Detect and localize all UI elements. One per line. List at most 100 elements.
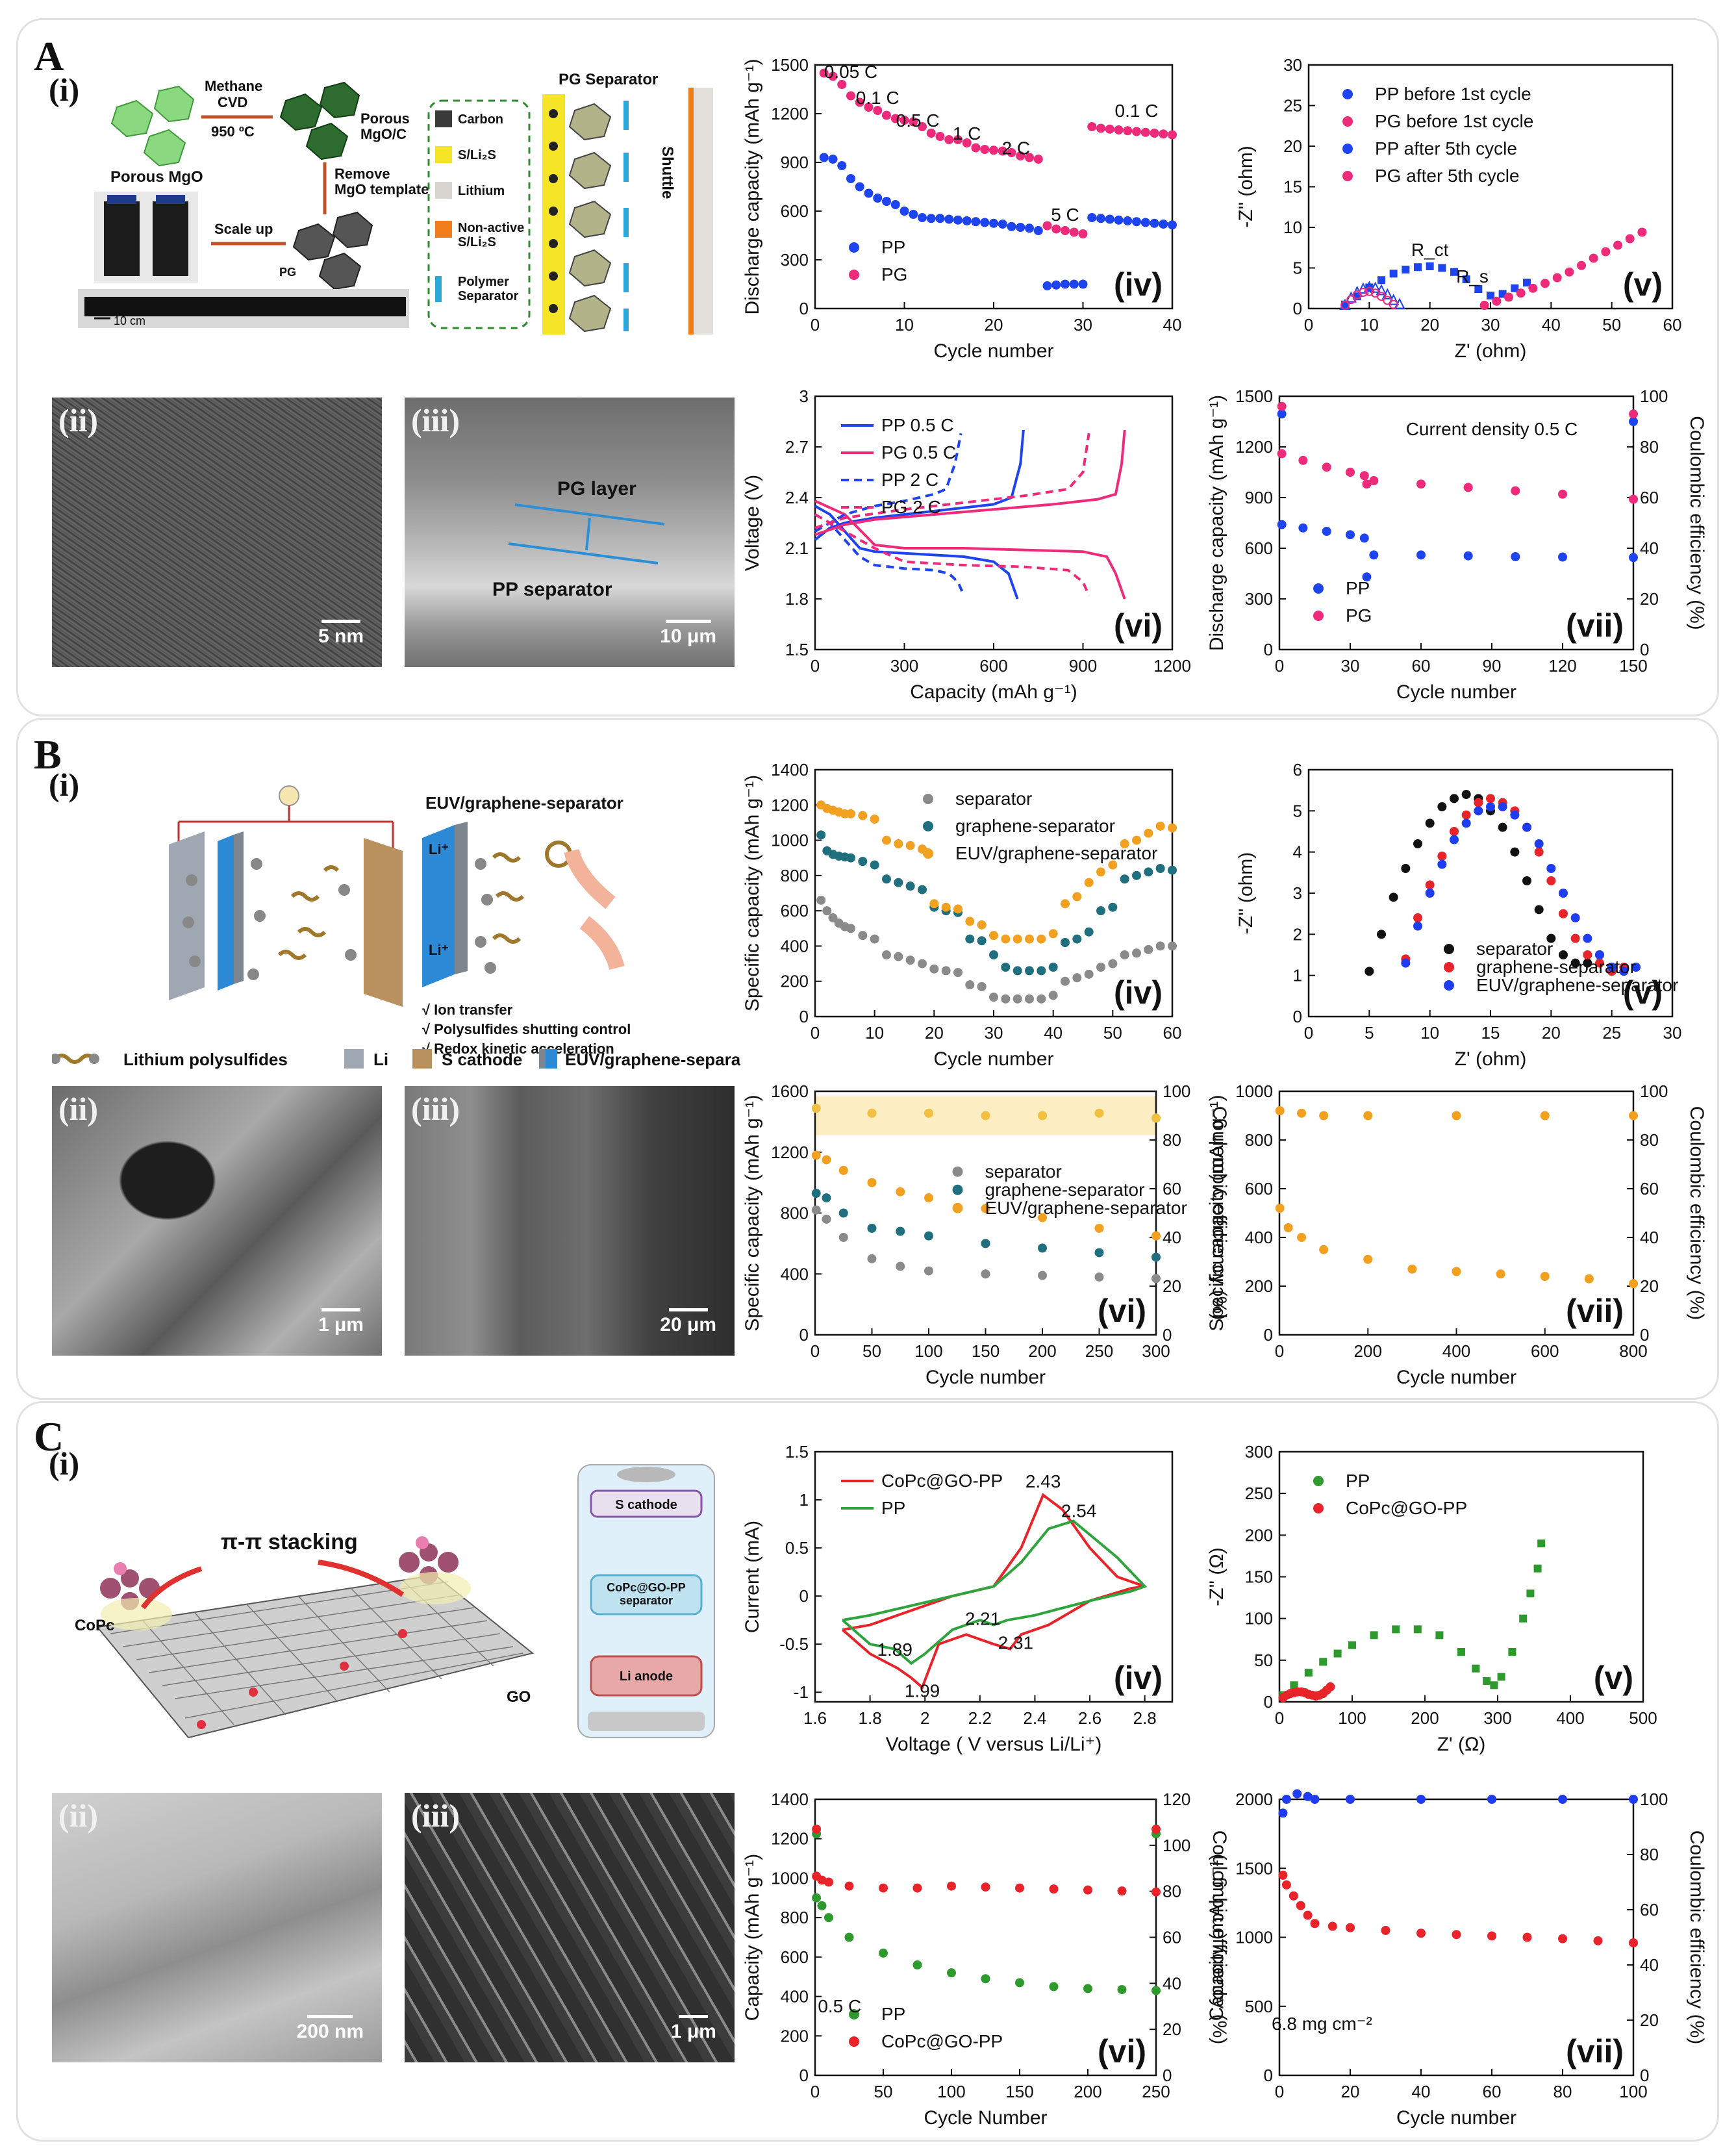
legend-label: PG after 5th cycle	[1375, 166, 1520, 186]
data-point	[926, 214, 936, 223]
data-point	[1629, 1279, 1638, 1289]
legend-s-cathode: S cathode	[442, 1050, 522, 1069]
y-tick-label: 800	[1245, 1130, 1273, 1150]
x-tick-label: 20	[1341, 2082, 1360, 2101]
data-point	[1096, 214, 1105, 223]
li-anode-label: Li anode	[620, 1669, 673, 1684]
legend-swatch	[1444, 944, 1454, 954]
data-point	[1570, 913, 1580, 922]
data-point	[1483, 1677, 1491, 1685]
data-point	[1061, 976, 1070, 986]
y-tick-label: 600	[781, 901, 809, 920]
data-point	[1001, 934, 1011, 944]
data-point	[1025, 223, 1034, 233]
y2-axis-title: Coulombic efficiency (%)	[1686, 1106, 1707, 1321]
data-point	[947, 1968, 956, 1978]
data-point	[1168, 941, 1177, 951]
data-point	[846, 174, 855, 183]
panel-label: (iv)	[1114, 266, 1163, 303]
data-point	[896, 1261, 905, 1271]
y2-tick-label: 80	[1640, 1845, 1659, 1864]
data-point	[1025, 934, 1034, 944]
y-tick-label: 600	[1245, 1179, 1273, 1198]
shuttle-label: Shuttle	[659, 146, 676, 199]
y2-tick-label: 100	[1163, 1082, 1190, 1101]
data-point	[1435, 1631, 1444, 1639]
data-point	[1025, 966, 1034, 976]
x-axis-title: Cycle number	[933, 340, 1053, 362]
data-point	[1278, 1870, 1288, 1880]
y2-axis-title: Coulombic efficiency (%)	[1686, 416, 1707, 630]
data-point	[935, 214, 945, 223]
series-line	[814, 429, 1126, 537]
data-point	[1346, 468, 1355, 477]
y-axis-title: -Z'' (ohm)	[1235, 852, 1257, 934]
data-point	[1416, 550, 1426, 560]
data-point	[1275, 1106, 1285, 1115]
data-point	[1474, 798, 1483, 807]
y-tick-label: 2.7	[785, 437, 809, 457]
data-point	[1546, 933, 1556, 943]
y2-tick-label: 120	[1163, 1790, 1190, 1809]
data-point	[1007, 148, 1016, 157]
x-tick-label: 300	[1142, 1341, 1170, 1361]
data-point	[918, 885, 927, 894]
data-point	[1319, 1111, 1329, 1120]
data-point	[1570, 958, 1580, 968]
x-tick-label: 600	[1531, 1341, 1559, 1361]
data-point	[811, 1189, 821, 1198]
sem-image-b-iii: (iii) 20 μm	[405, 1086, 735, 1356]
data-point	[846, 924, 855, 933]
data-point	[1593, 1936, 1603, 1945]
data-point	[965, 980, 975, 990]
x-tick-label: 20	[925, 1023, 944, 1043]
data-point	[1452, 1930, 1461, 1940]
data-point	[941, 966, 951, 976]
data-point	[1016, 223, 1025, 232]
data-point	[1042, 221, 1052, 231]
data-point	[1304, 1669, 1313, 1677]
x-tick-label: 15	[1481, 1023, 1500, 1043]
series-line	[814, 505, 1019, 600]
legend-swatch	[1313, 611, 1324, 621]
x-tick-label: 50	[1103, 1023, 1122, 1043]
panel-label: (i)	[49, 1445, 79, 1482]
legend-label: PP	[881, 237, 905, 257]
data-point	[812, 1825, 822, 1834]
data-point	[909, 117, 918, 127]
x-tick-label: 2.6	[1078, 1708, 1101, 1728]
x-tick-label: 0	[1304, 1023, 1313, 1043]
x-tick-label: 0	[1304, 315, 1313, 335]
data-point	[1151, 1986, 1161, 1995]
legend-swatch	[923, 848, 933, 859]
data-point	[1296, 1901, 1305, 1910]
data-point	[1370, 1631, 1378, 1639]
data-point	[1114, 215, 1124, 225]
data-point	[822, 1193, 831, 1203]
annotation: 0.1 C	[856, 88, 899, 108]
y-tick-label: 0	[1264, 2066, 1273, 2085]
data-point	[1033, 226, 1043, 235]
data-point	[1069, 279, 1079, 289]
legend-nonactive: Non-active S/Li₂S	[458, 221, 524, 249]
data-point	[1290, 1681, 1298, 1690]
annotation: R_s	[1456, 266, 1489, 286]
data-point	[1362, 572, 1372, 582]
y2-tick-label: 0	[1640, 2066, 1649, 2085]
y-tick-label: 1500	[771, 55, 809, 75]
data-point	[1511, 552, 1520, 561]
y2-axis-title: Coulombic efficiency (%)	[1209, 1106, 1230, 1321]
data-point	[1123, 216, 1133, 225]
data-point	[879, 1948, 888, 1958]
x-tick-label: 2.8	[1133, 1708, 1157, 1728]
data-point	[1144, 828, 1153, 838]
data-point	[1416, 479, 1426, 489]
y-axis-title: -Z'' (ohm)	[1235, 146, 1257, 227]
x-tick-label: 100	[1619, 2082, 1647, 2101]
data-point	[929, 964, 939, 974]
data-point	[1168, 865, 1177, 875]
data-point	[899, 207, 909, 216]
y-tick-label: 200	[781, 972, 809, 991]
x-tick-label: 500	[1629, 1708, 1657, 1728]
x-tick-label: 300	[1483, 1708, 1511, 1728]
